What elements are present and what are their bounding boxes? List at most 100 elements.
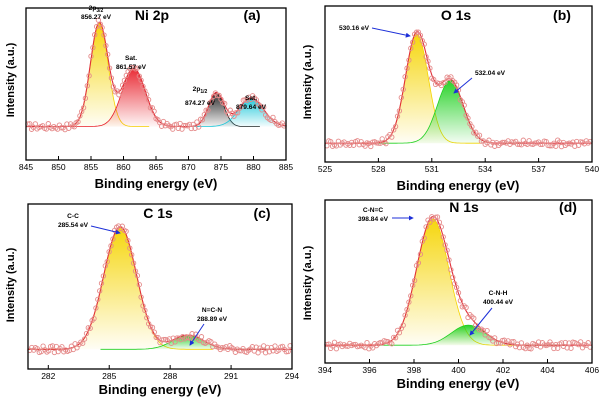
- plot-area: [27, 223, 293, 356]
- data-point: [158, 123, 165, 129]
- data-point: [92, 32, 98, 38]
- data-point: [235, 110, 241, 116]
- data-point: [566, 340, 572, 346]
- data-point: [402, 312, 408, 318]
- data-point: [370, 345, 376, 351]
- data-point: [166, 336, 173, 342]
- data-point: [461, 102, 467, 108]
- x-tick-label: 288: [163, 371, 177, 381]
- data-point: [138, 294, 144, 300]
- data-point: [411, 277, 418, 284]
- peak-fill: [49, 22, 150, 127]
- data-point: [499, 337, 506, 344]
- data-point: [121, 77, 128, 84]
- data-point: [103, 42, 109, 49]
- data-point: [142, 307, 148, 314]
- data-point: [408, 45, 414, 51]
- panel-label: (d): [559, 199, 577, 215]
- annotation-arrow: [189, 323, 205, 346]
- data-point: [516, 344, 523, 351]
- x-tick-label: 282: [41, 371, 55, 381]
- x-ticks: 525 528 531 534 537 540: [318, 158, 599, 174]
- data-point: [66, 125, 72, 131]
- x-tick-label: 880: [246, 162, 260, 172]
- annotation-label: Sat.: [245, 95, 257, 102]
- data-point: [144, 315, 150, 321]
- data-point: [80, 340, 86, 346]
- plot-area: [25, 17, 287, 133]
- data-point: [97, 288, 103, 294]
- data-point: [455, 290, 462, 296]
- data-point: [396, 108, 403, 114]
- data-point: [442, 79, 448, 85]
- data-point: [568, 345, 574, 351]
- panel-c: Intensity (a.u.) C 1s (c) 282 285 288 291 29…: [5, 203, 299, 397]
- data-point: [32, 121, 38, 127]
- y-axis-label: Intensity (a.u.): [302, 44, 314, 119]
- data-point: [199, 117, 206, 123]
- annotation-subscript: 3/2: [96, 8, 103, 14]
- data-point: [249, 344, 256, 350]
- data-point: [201, 111, 207, 118]
- data-point: [108, 75, 115, 81]
- x-tick-label: 534: [478, 164, 492, 174]
- data-point: [119, 82, 126, 88]
- data-point: [100, 273, 107, 279]
- data-point: [93, 23, 100, 30]
- data-point: [413, 29, 420, 35]
- data-point: [471, 315, 477, 321]
- data-point: [110, 236, 116, 242]
- data-point: [427, 219, 433, 225]
- data-point: [404, 65, 410, 71]
- annotation-value: 532.04 eV: [475, 70, 506, 77]
- panel-label: (a): [243, 7, 260, 23]
- data-point: [140, 83, 146, 90]
- data-point: [457, 298, 464, 304]
- data-point: [421, 41, 427, 47]
- data-point: [400, 322, 406, 328]
- data-point: [333, 346, 340, 352]
- panel-label: (c): [253, 205, 270, 221]
- data-point: [181, 122, 187, 129]
- peak-fill: [68, 68, 200, 127]
- data-point: [453, 82, 460, 88]
- data-point: [484, 327, 490, 334]
- annotation-value: 874.27 eV: [185, 100, 216, 107]
- annotation-subscript: 1/2: [200, 89, 207, 95]
- data-point: [480, 327, 486, 334]
- data-point: [585, 340, 591, 346]
- data-point: [410, 39, 416, 45]
- panel-title: N 1s: [449, 199, 479, 215]
- data-point: [370, 139, 376, 145]
- data-point: [562, 339, 568, 346]
- data-point: [434, 214, 441, 220]
- plot-frame: [25, 7, 287, 161]
- data-point: [77, 113, 83, 119]
- x-tick-label: 528: [371, 164, 385, 174]
- data-point: [151, 329, 157, 335]
- x-tick-label: 845: [19, 162, 33, 172]
- panel-b: Intensity (a.u.) O 1s (b) 525 528 531 534 53…: [302, 5, 599, 193]
- panel-d: Intensity (a.u.) N 1s (d) 394 396 398 400 40…: [302, 199, 599, 391]
- annotation-value: 398.84 eV: [358, 216, 389, 223]
- data-point: [203, 107, 209, 113]
- data-point: [410, 282, 416, 288]
- x-tick-label: 404: [540, 365, 554, 375]
- data-point: [81, 336, 88, 342]
- data-point: [136, 281, 142, 288]
- annotation-arrow: [90, 225, 121, 235]
- data-point: [233, 110, 239, 116]
- data-point: [261, 104, 267, 110]
- data-point: [406, 299, 412, 305]
- annotation-value: 400.44 eV: [483, 299, 514, 306]
- x-axis-label: Binding energy (eV): [95, 176, 218, 191]
- data-point: [149, 324, 156, 331]
- data-point: [153, 334, 159, 341]
- data-point: [423, 54, 429, 60]
- data-point: [125, 237, 131, 244]
- data-point: [264, 344, 271, 351]
- plot-area: [324, 214, 593, 352]
- data-point: [270, 348, 276, 354]
- data-point: [127, 245, 133, 251]
- data-point: [130, 260, 137, 266]
